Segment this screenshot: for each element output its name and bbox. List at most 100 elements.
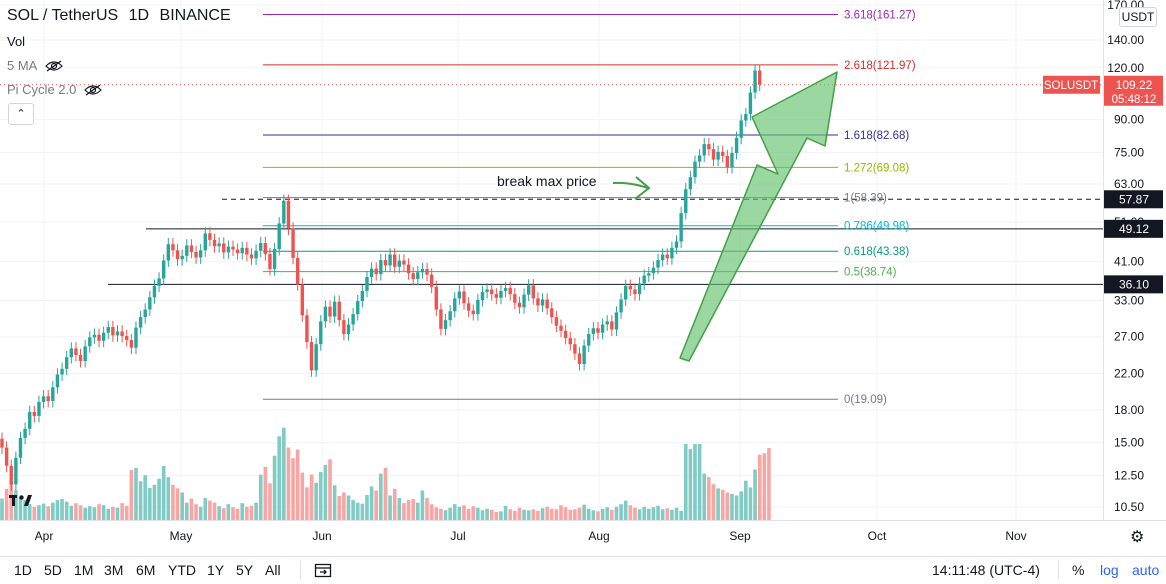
price-chart[interactable]: 0(19.09) 0.5(38.74) 0.618(43.38) 0.786(49.9…	[0, 0, 1166, 556]
volume-bar	[203, 498, 208, 520]
volume-bar	[134, 467, 138, 520]
volume-bar	[670, 509, 674, 520]
candle-body	[254, 250, 258, 259]
volume-bar	[323, 464, 328, 520]
candle-body	[351, 314, 355, 325]
volume-legend[interactable]: Vol	[7, 34, 26, 49]
volume-bar	[55, 500, 60, 520]
volume-bar	[674, 507, 679, 520]
volume-bar	[397, 498, 402, 520]
clock-timezone[interactable]: 14:11:48 (UTC-4)	[932, 562, 1040, 578]
volume-bar	[416, 502, 420, 520]
candle-body	[272, 249, 277, 270]
volume-bar	[221, 508, 226, 520]
candle-body	[480, 292, 485, 300]
range-ytd[interactable]: YTD	[168, 562, 196, 578]
indicator-ma[interactable]: 5 MA	[7, 58, 64, 73]
candle-body	[305, 315, 309, 343]
candle-body	[577, 353, 582, 365]
hidden-eye-icon[interactable]	[84, 84, 103, 96]
price-axis-label: 41.00	[1114, 254, 1144, 268]
indicator-pi-cycle[interactable]: Pi Cycle 2.0	[7, 82, 103, 97]
volume-bar	[263, 466, 268, 520]
range-3m[interactable]: 3M	[104, 562, 124, 578]
volume-bar	[452, 504, 457, 520]
candle-body	[332, 301, 337, 317]
candle-body	[471, 310, 475, 315]
volume-bar	[124, 505, 129, 520]
candle-body	[550, 308, 554, 318]
fib-level-label: 0.618(43.38)	[844, 246, 909, 258]
volume-bar	[249, 505, 254, 520]
candle-body	[356, 301, 360, 315]
candle-body	[245, 247, 249, 255]
volume-bar	[258, 474, 263, 520]
volume-bar	[87, 506, 92, 520]
candle-body	[231, 246, 235, 250]
range-all[interactable]: All	[265, 562, 281, 578]
volume-bar	[406, 500, 411, 520]
candle-body	[416, 272, 420, 279]
candle-body	[162, 260, 166, 279]
volume-bar	[120, 503, 124, 520]
tradingview-logo[interactable]	[7, 489, 37, 513]
volume-bar	[707, 477, 711, 520]
percent-scale-toggle[interactable]: %	[1072, 562, 1085, 578]
candle-body	[143, 309, 147, 318]
candle-body	[485, 289, 489, 293]
volume-bar	[744, 480, 748, 520]
candle-body	[660, 254, 665, 261]
currency-unit-button[interactable]: USDT	[1119, 7, 1157, 27]
symbol-title[interactable]: SOL / TetherUS 1D BINANCE	[7, 7, 231, 25]
time-axis-label: Oct	[868, 529, 887, 543]
volume-bar	[4, 488, 9, 520]
candle-body	[513, 294, 517, 303]
volume-bar	[388, 495, 392, 520]
range-5y[interactable]: 5Y	[236, 562, 254, 578]
candle-body	[674, 241, 679, 248]
candle-body	[51, 387, 55, 402]
candle-body	[582, 345, 586, 365]
volume-bar	[189, 498, 194, 520]
volume-bar	[434, 507, 439, 520]
candle-body	[730, 153, 734, 168]
bar-countdown: 05:48:12	[1112, 94, 1157, 106]
volume-bar	[69, 505, 74, 520]
collapse-legend-button[interactable]: ⌃	[8, 103, 34, 125]
candle-body	[734, 137, 739, 154]
candle-body	[517, 302, 522, 308]
volume-bar	[466, 508, 471, 520]
settings-gear-icon[interactable]: ⚙	[1130, 529, 1145, 546]
candle-body	[360, 290, 365, 302]
bottom-toolbar: 1D 5D 1M 3M 6M YTD 1Y 5Y All 14:11:48 (U…	[0, 556, 1166, 584]
volume-bar	[383, 467, 388, 520]
calendar-goto-icon[interactable]	[314, 562, 332, 578]
volume-bar	[240, 503, 245, 520]
volume-bar	[489, 509, 494, 520]
candle-body	[453, 298, 457, 312]
candle-body	[545, 299, 549, 309]
time-axis-label: Aug	[588, 529, 609, 543]
range-1y[interactable]: 1Y	[207, 562, 225, 578]
candle-body	[208, 233, 212, 240]
candle-body	[240, 247, 244, 254]
range-5d[interactable]: 5D	[44, 562, 62, 578]
range-1d[interactable]: 1D	[14, 562, 32, 578]
candle-body	[665, 254, 669, 259]
symbol-badge-label: SOLUSDT	[1044, 80, 1098, 92]
candle-body	[397, 260, 402, 267]
range-1m[interactable]: 1M	[74, 562, 94, 578]
hidden-eye-icon[interactable]	[45, 60, 64, 72]
log-scale-toggle[interactable]: log	[1100, 562, 1119, 578]
candle-body	[679, 213, 683, 242]
candle-body	[88, 337, 92, 347]
candle-body	[309, 342, 314, 371]
range-6m[interactable]: 6M	[136, 562, 156, 578]
volume-bar	[226, 504, 231, 520]
volume-bar	[591, 510, 596, 520]
auto-scale-toggle[interactable]: auto	[1132, 562, 1160, 578]
candle-body	[605, 321, 609, 325]
volume-bar	[531, 509, 536, 520]
candle-body	[46, 396, 50, 402]
candle-body	[707, 144, 711, 150]
